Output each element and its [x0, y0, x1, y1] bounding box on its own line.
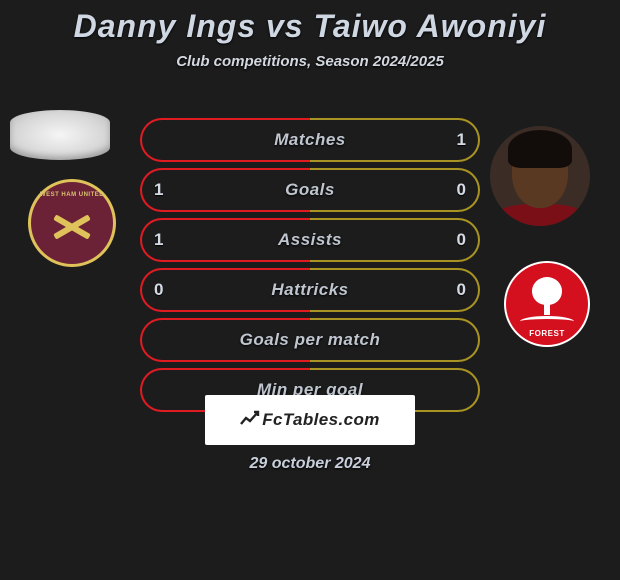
comparison-card: Danny Ings vs Taiwo Awoniyi Club competi…	[0, 0, 620, 580]
crest-left	[28, 179, 116, 267]
stat-label: Assists	[142, 230, 478, 250]
page-title: Danny Ings vs Taiwo Awoniyi	[0, 0, 620, 45]
stat-label: Goals	[142, 180, 478, 200]
stat-label: Matches	[142, 130, 478, 150]
date-label: 29 october 2024	[0, 455, 620, 473]
watermark-text: FcTables.com	[262, 410, 380, 429]
stat-left-value: 1	[154, 230, 163, 250]
stat-row: Goals1 0	[140, 168, 480, 212]
stats-list: Matches1Goals10Assists10Hattricks00Goals…	[140, 118, 480, 418]
stat-left-value: 1	[154, 180, 163, 200]
stat-row: Goals per match	[140, 318, 480, 362]
stat-row: Matches1	[140, 118, 480, 162]
hammers-icon	[45, 210, 99, 244]
tree-icon	[532, 277, 562, 305]
stat-right-value: 0	[457, 180, 466, 200]
page-subtitle: Club competitions, Season 2024/2025	[0, 53, 620, 70]
stat-label: Goals per match	[142, 330, 478, 350]
crest-right	[504, 261, 590, 347]
stat-left-value: 0	[154, 280, 163, 300]
watermark: FcTables.com	[205, 395, 415, 445]
chart-icon	[240, 410, 260, 428]
player-right-photo	[490, 126, 590, 226]
stat-right-value: 1	[457, 130, 466, 150]
stat-right-value: 0	[457, 230, 466, 250]
stat-row: Assists1 0	[140, 218, 480, 262]
stat-row: Hattricks0 0	[140, 268, 480, 312]
player-left-photo	[10, 110, 110, 160]
stat-right-value: 0	[457, 280, 466, 300]
stat-label: Hattricks	[142, 280, 478, 300]
